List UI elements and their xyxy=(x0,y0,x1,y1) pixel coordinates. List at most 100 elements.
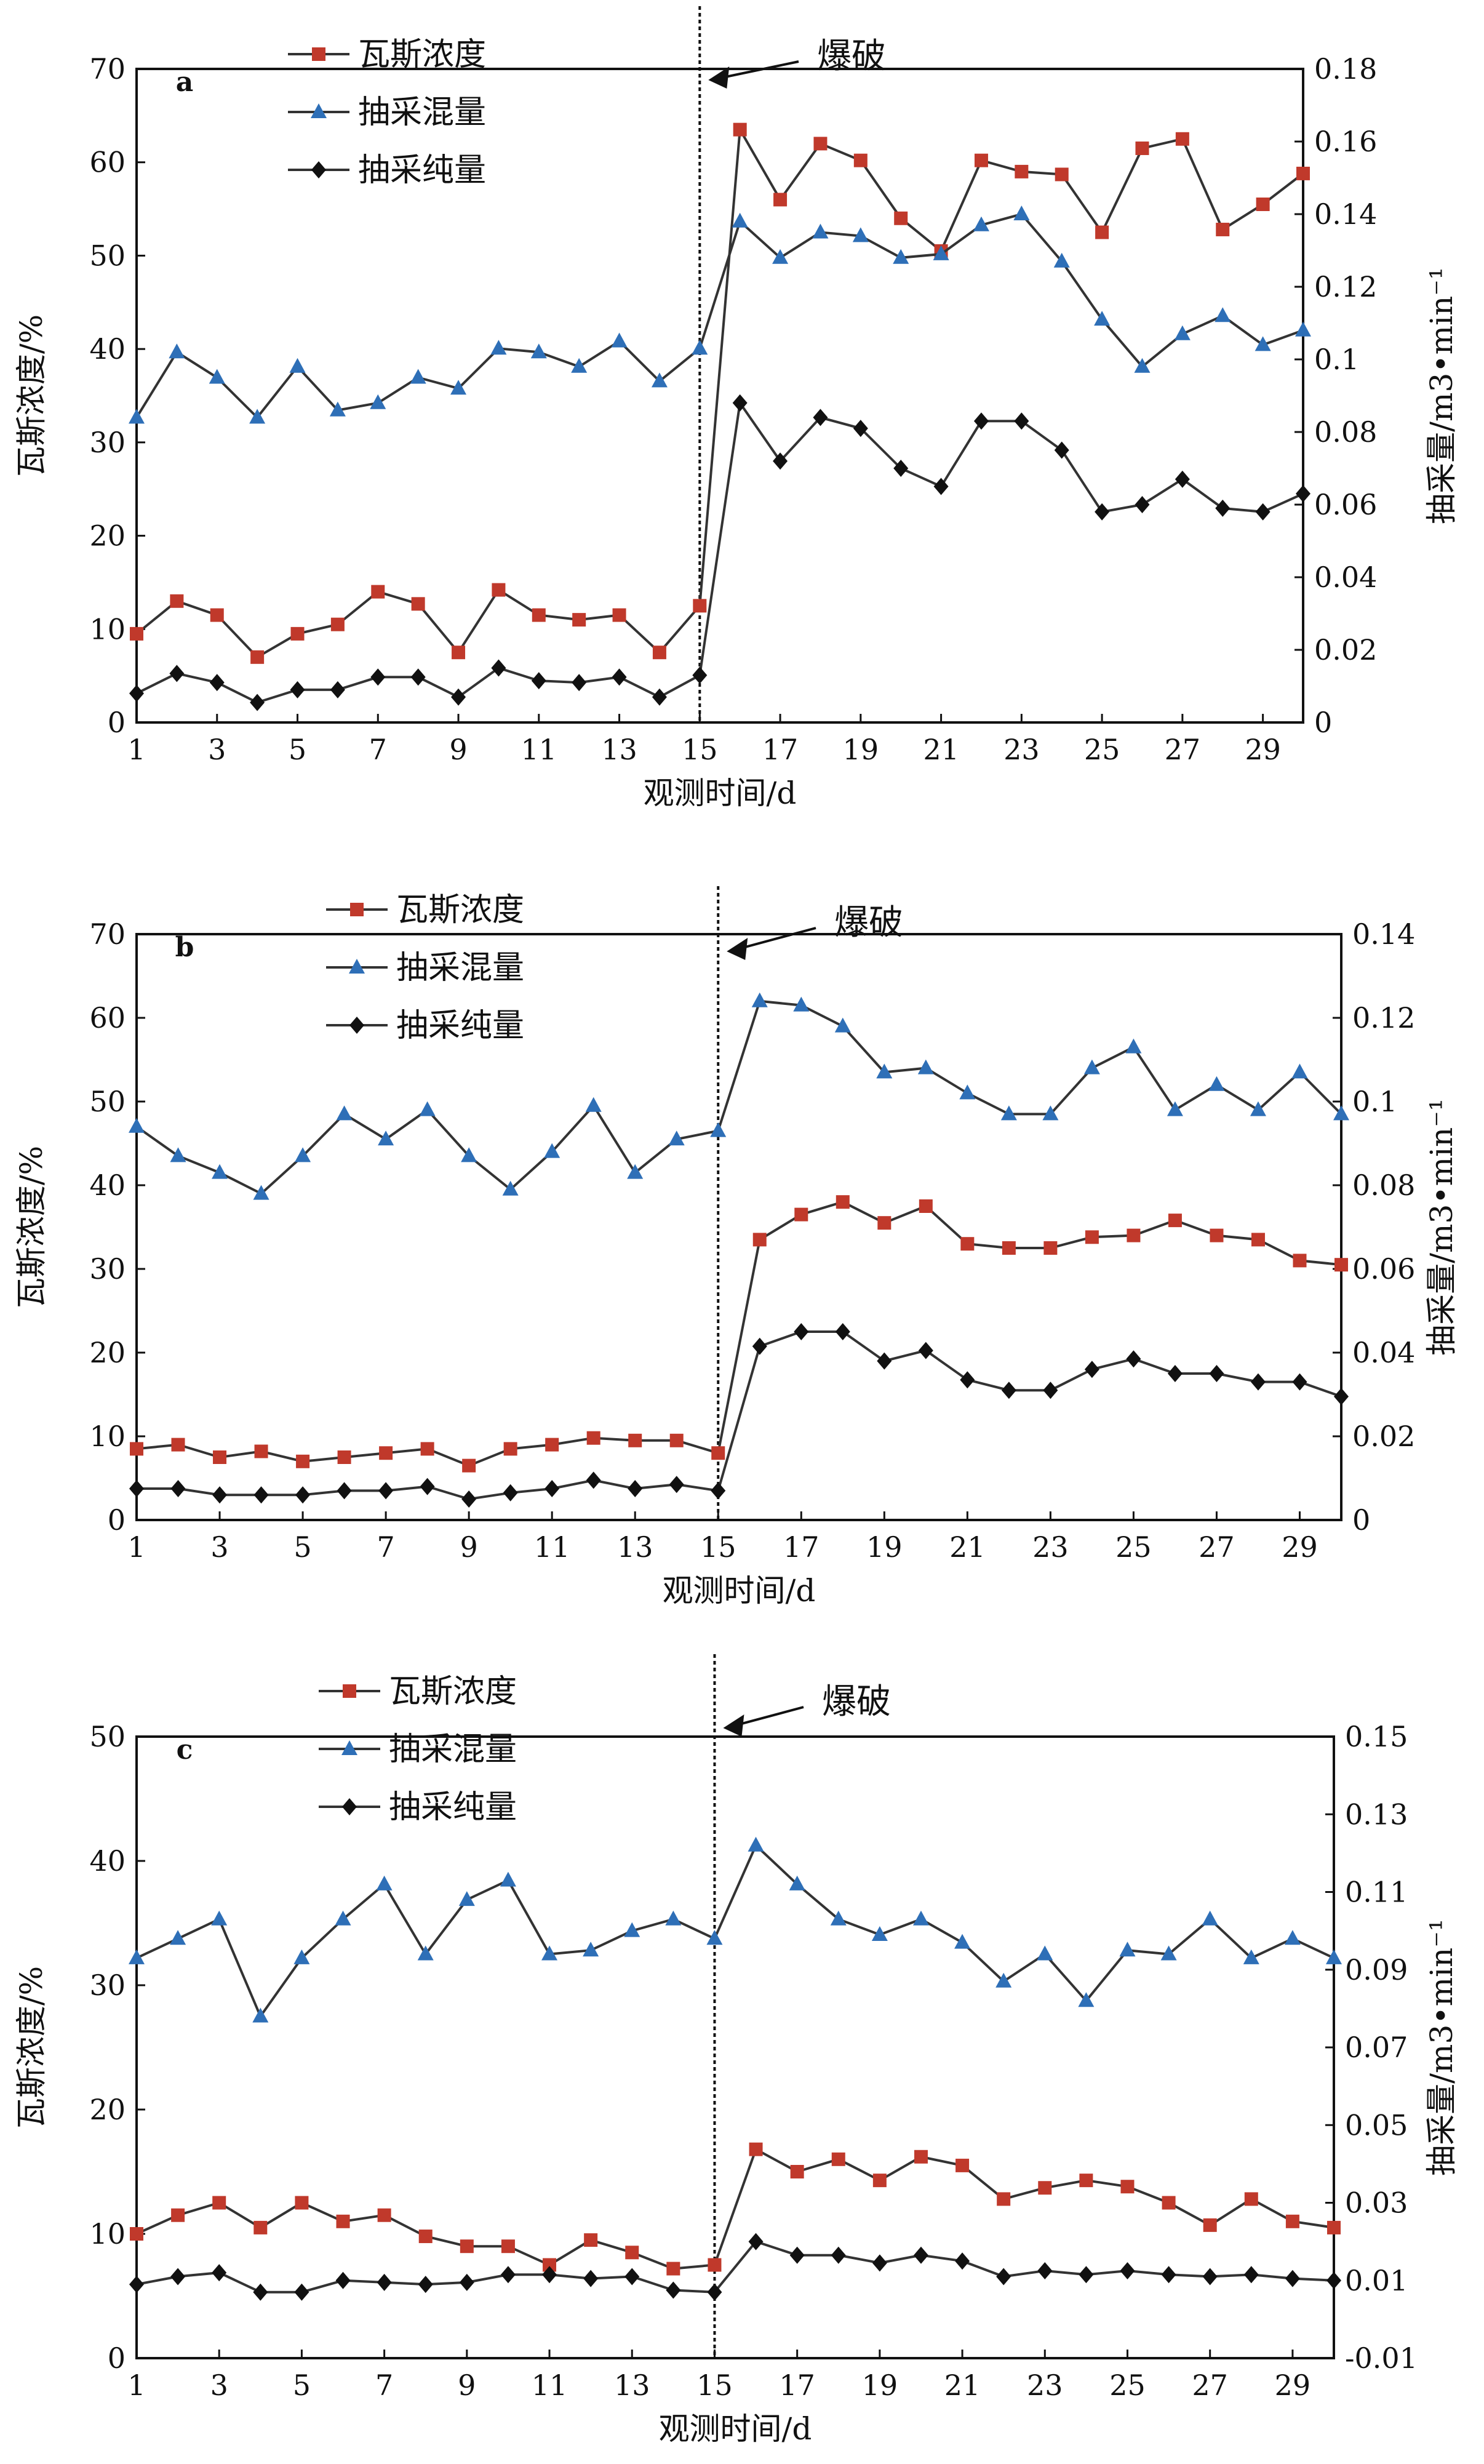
data-point-square xyxy=(955,2158,970,2172)
data-point-diamond xyxy=(692,666,708,684)
data-point-square xyxy=(586,1431,600,1445)
legend-marker-triangle xyxy=(311,103,327,118)
data-point-diamond xyxy=(1126,1350,1141,1368)
data-point-diamond xyxy=(666,2281,681,2299)
data-point-triangle xyxy=(1167,1101,1183,1116)
data-point-square xyxy=(1015,164,1029,178)
data-point-square xyxy=(336,2214,350,2228)
x-tick-label: 25 xyxy=(1115,1530,1152,1564)
data-point-square xyxy=(1256,197,1270,211)
x-tick-label: 23 xyxy=(1027,2369,1063,2402)
data-point-triangle xyxy=(293,1949,310,1964)
data-point-square xyxy=(1251,1233,1265,1247)
x-tick-label: 29 xyxy=(1282,1530,1318,1564)
data-point-square xyxy=(377,2208,391,2222)
x-tick-label: 7 xyxy=(369,733,387,766)
data-point-diamond xyxy=(612,668,627,686)
plot-frame xyxy=(135,933,1342,1521)
data-point-square xyxy=(411,597,425,611)
legend-label: 抽采纯量 xyxy=(389,1789,517,1826)
data-point-triangle xyxy=(410,369,426,384)
legend-label: 抽采混量 xyxy=(396,950,524,986)
data-point-triangle xyxy=(710,1122,727,1137)
panel-label: a xyxy=(176,66,194,98)
legend-label: 抽采纯量 xyxy=(396,1007,524,1044)
legend-marker-diamond xyxy=(311,161,326,178)
data-point-diamond xyxy=(669,1476,684,1494)
data-point-square xyxy=(545,1438,559,1452)
data-point-diamond xyxy=(1250,1373,1266,1391)
data-point-triangle xyxy=(871,1926,888,1941)
data-point-diamond xyxy=(542,2266,557,2284)
data-point-triangle xyxy=(1295,321,1311,337)
data-point-diamond xyxy=(378,1482,394,1500)
data-point-diamond xyxy=(872,2254,887,2272)
data-point-square xyxy=(790,2165,804,2178)
data-point-triangle xyxy=(611,332,628,348)
data-point-diamond xyxy=(459,2273,474,2291)
data-point-diamond xyxy=(212,2264,227,2282)
data-point-square xyxy=(1162,2196,1176,2210)
data-point-square xyxy=(418,2230,433,2244)
data-point-square xyxy=(296,1454,310,1468)
data-point-triangle xyxy=(793,996,810,1012)
data-point-diamond xyxy=(294,2283,309,2301)
y-left-tick-label: 30 xyxy=(89,1252,126,1286)
data-point-square xyxy=(877,1216,892,1230)
data-point-diamond xyxy=(170,1480,186,1497)
x-tick-label: 5 xyxy=(289,733,306,766)
data-point-diamond xyxy=(169,665,185,682)
data-point-triangle xyxy=(830,1910,847,1926)
x-tick-label: 17 xyxy=(779,2369,815,2402)
data-point-triangle xyxy=(954,1934,971,1949)
data-point-square xyxy=(1175,132,1189,146)
data-point-diamond xyxy=(586,1471,601,1489)
legend-marker-square xyxy=(350,903,364,916)
data-point-triangle xyxy=(668,1130,685,1146)
data-point-diamond xyxy=(1175,470,1190,488)
y-right-tick-label: 0.13 xyxy=(1345,1798,1408,1831)
data-point-triangle xyxy=(490,340,507,355)
y-left-tick-label: 60 xyxy=(89,146,126,179)
data-point-triangle xyxy=(541,1945,558,1961)
x-tick-label: 21 xyxy=(949,1530,986,1564)
x-tick-label: 11 xyxy=(534,1530,570,1564)
data-point-square xyxy=(669,1433,684,1447)
data-point-diamond xyxy=(789,2246,805,2264)
data-point-triangle xyxy=(336,1105,353,1121)
data-point-diamond xyxy=(545,1480,560,1497)
legend-marker-square xyxy=(343,1684,356,1698)
y-right-tick-label: 0.12 xyxy=(1314,270,1377,303)
data-point-square xyxy=(532,608,546,622)
data-point-square xyxy=(371,585,385,599)
data-point-square xyxy=(1296,166,1310,180)
data-point-triangle xyxy=(876,1063,893,1079)
series-line-square xyxy=(135,126,1304,659)
x-tick-label: 19 xyxy=(862,2369,898,2402)
data-point-diamond xyxy=(628,1480,643,1497)
x-tick-label: 15 xyxy=(700,1530,736,1564)
data-point-diamond xyxy=(410,668,426,686)
data-point-diamond xyxy=(1326,2271,1341,2289)
data-point-square xyxy=(171,2208,185,2222)
data-point-triangle xyxy=(450,380,467,395)
data-point-square xyxy=(831,2152,845,2166)
data-point-diamond xyxy=(295,1486,311,1504)
data-point-diamond xyxy=(491,659,506,677)
data-point-triangle xyxy=(129,1949,145,1964)
data-point-triangle xyxy=(627,1164,644,1179)
data-point-square xyxy=(253,2220,268,2234)
data-point-square xyxy=(1327,2220,1341,2234)
data-point-square xyxy=(872,2174,887,2188)
x-tick-label: 29 xyxy=(1275,2369,1311,2402)
data-point-triangle xyxy=(378,1130,394,1146)
y-left-axis-title: 瓦斯浓度/% xyxy=(14,1966,49,2129)
data-point-triangle xyxy=(458,1891,475,1906)
data-point-square xyxy=(171,1438,185,1452)
data-point-square xyxy=(1210,1228,1224,1242)
data-point-triangle xyxy=(1053,252,1070,268)
x-tick-label: 17 xyxy=(762,733,799,766)
data-point-triangle xyxy=(417,1945,434,1961)
x-tick-label: 1 xyxy=(127,733,145,766)
y-left-tick-label: 40 xyxy=(89,1844,126,1878)
